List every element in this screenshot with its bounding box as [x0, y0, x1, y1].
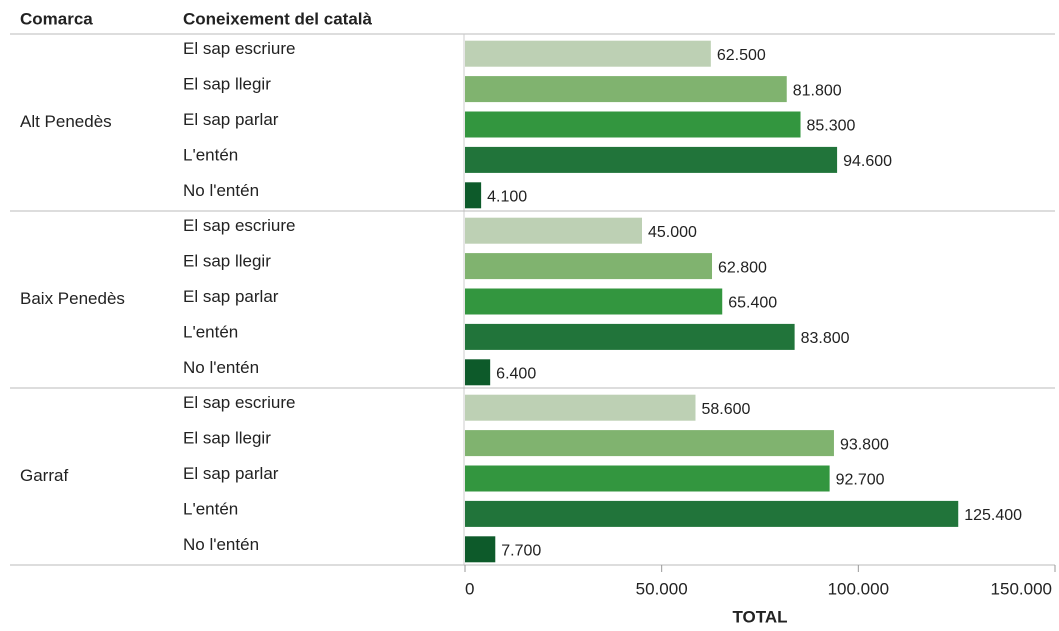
- bar: [465, 536, 496, 563]
- value-label: 6.400: [496, 366, 536, 383]
- bar: [465, 111, 801, 138]
- value-label: 62.500: [717, 47, 766, 64]
- bar: [465, 182, 482, 209]
- value-label: 92.700: [836, 472, 885, 489]
- bar: [465, 465, 830, 492]
- bar: [465, 40, 711, 67]
- x-tick-label: 0: [465, 579, 474, 598]
- category-label: El sap parlar: [183, 287, 279, 306]
- group-label: Garraf: [20, 466, 68, 485]
- category-label: No l'entén: [183, 181, 259, 200]
- bar: [465, 323, 795, 350]
- value-label: 125.400: [964, 507, 1022, 524]
- category-label: No l'entén: [183, 535, 259, 554]
- bar: [465, 430, 834, 457]
- bar: [465, 394, 696, 421]
- value-label: 83.800: [801, 330, 850, 347]
- category-label: El sap escriure: [183, 216, 295, 235]
- value-label: 4.100: [487, 189, 527, 206]
- value-label: 94.600: [843, 153, 892, 170]
- category-label: No l'entén: [183, 358, 259, 377]
- value-label: 58.600: [701, 401, 750, 418]
- x-tick-label: 100.000: [828, 579, 889, 598]
- category-label: El sap llegir: [183, 252, 271, 271]
- column-header: Coneixement del català: [183, 9, 373, 28]
- value-label: 7.700: [501, 543, 541, 560]
- column-header: Comarca: [20, 9, 93, 28]
- value-label: 65.400: [728, 295, 777, 312]
- value-label: 93.800: [840, 436, 889, 453]
- value-label: 45.000: [648, 224, 697, 241]
- category-label: El sap parlar: [183, 110, 279, 129]
- bar: [465, 500, 959, 527]
- category-label: El sap llegir: [183, 429, 271, 448]
- category-label: El sap escriure: [183, 39, 295, 58]
- value-label: 85.300: [807, 118, 856, 135]
- bar: [465, 146, 838, 173]
- group-label: Alt Penedès: [20, 112, 112, 131]
- x-tick-label: 50.000: [636, 579, 688, 598]
- bar: [465, 359, 491, 386]
- bar: [465, 76, 787, 103]
- bar: [465, 253, 713, 280]
- value-label: 62.800: [718, 259, 767, 276]
- category-label: El sap escriure: [183, 393, 295, 412]
- bar: [465, 217, 642, 244]
- category-label: L'entén: [183, 145, 238, 164]
- category-label: El sap llegir: [183, 75, 271, 94]
- category-label: L'entén: [183, 499, 238, 518]
- category-label: El sap parlar: [183, 464, 279, 483]
- x-tick-label: 150.000: [991, 579, 1052, 598]
- x-axis-title: TOTAL: [732, 607, 787, 626]
- value-label: 81.800: [793, 82, 842, 99]
- category-label: L'entén: [183, 322, 238, 341]
- bar: [465, 288, 723, 315]
- group-label: Baix Penedès: [20, 289, 125, 308]
